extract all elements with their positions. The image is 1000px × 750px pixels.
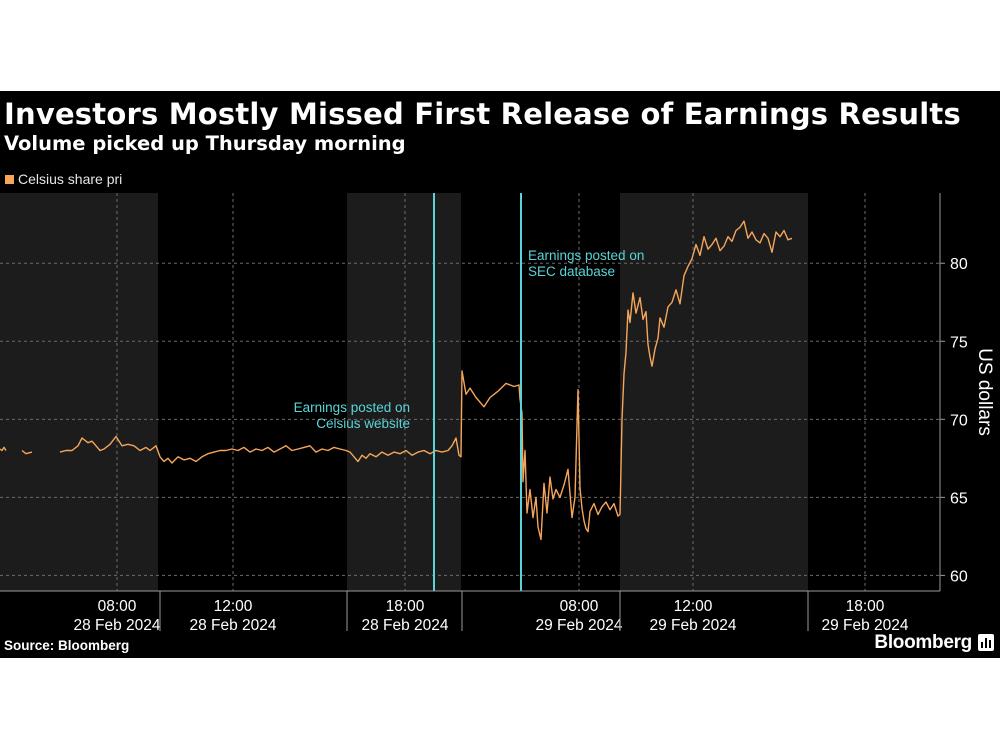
y-tick-label: 65 [950, 490, 968, 507]
x-tick-date: 28 Feb 2024 [189, 617, 276, 634]
y-axis-label: US dollars [974, 348, 995, 436]
off-hours-band [620, 193, 808, 591]
chart-card [0, 91, 1000, 658]
y-tick-label: 60 [950, 568, 968, 585]
annotation-line1: Earnings posted on [294, 400, 410, 415]
y-tick-label: 75 [950, 334, 968, 351]
annotation-line2: SEC database [528, 264, 615, 279]
x-tick-date: 28 Feb 2024 [361, 617, 448, 634]
x-tick-time: 08:00 [560, 598, 599, 615]
bloomberg-logo: Bloomberg [874, 632, 972, 653]
x-tick-time: 12:00 [214, 598, 253, 615]
x-tick-date: 29 Feb 2024 [821, 617, 908, 634]
chart-title: Investors Mostly Missed First Release of… [4, 97, 961, 131]
x-tick-time: 18:00 [846, 598, 885, 615]
x-tick-date: 29 Feb 2024 [535, 617, 622, 634]
x-tick-time: 12:00 [674, 598, 713, 615]
off-hours-band [0, 193, 158, 591]
price-series-line [21, 449, 33, 455]
source-note: Source: Bloomberg [4, 638, 130, 653]
x-tick-date: 28 Feb 2024 [73, 617, 160, 634]
legend-swatch [5, 174, 14, 184]
y-tick-label: 80 [950, 256, 968, 273]
y-tick-label: 70 [950, 412, 968, 429]
x-tick-time: 08:00 [98, 598, 137, 615]
annotation-line1: Earnings posted on [528, 248, 644, 263]
legend: Celsius share pri [5, 170, 122, 188]
price-series-line [0, 446, 7, 452]
legend-label: Celsius share pri [18, 171, 123, 187]
x-tick-date: 29 Feb 2024 [649, 617, 736, 634]
bloomberg-chart-icon [978, 634, 994, 651]
off-hours-band [347, 193, 461, 591]
x-tick-time: 18:00 [386, 598, 425, 615]
chart-subtitle: Volume picked up Thursday morning [4, 132, 406, 155]
price-series-line [59, 220, 793, 541]
annotation-line2: Celsius website [316, 416, 410, 431]
